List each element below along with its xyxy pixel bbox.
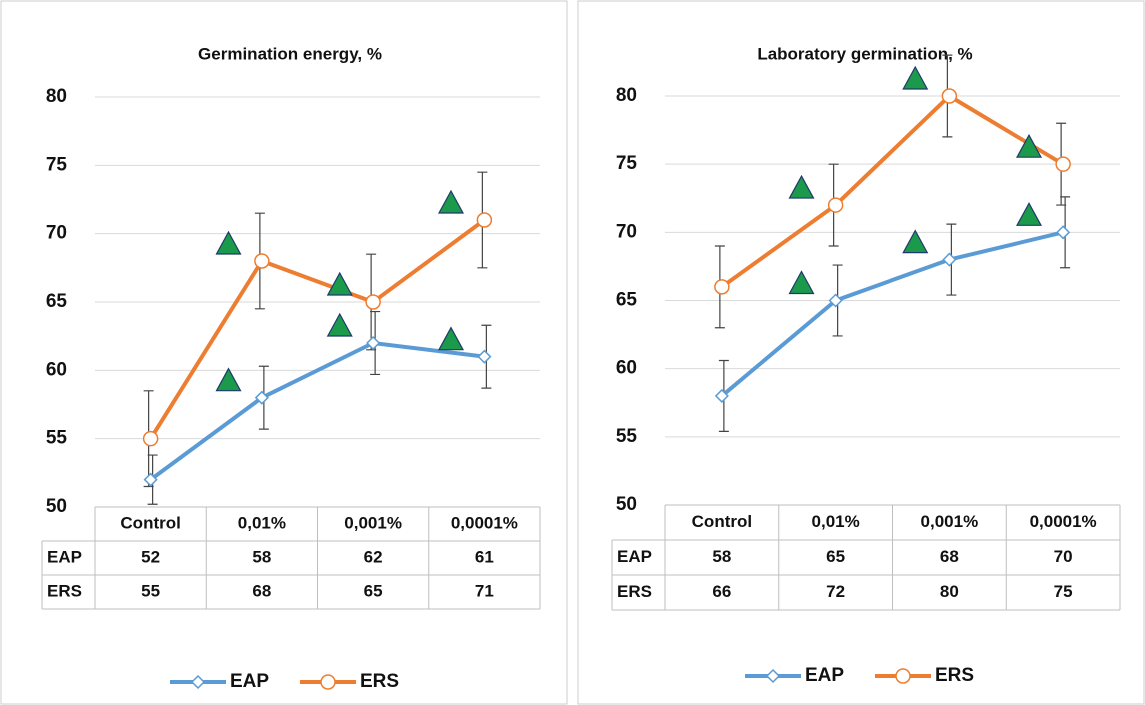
marker	[828, 293, 843, 308]
marker	[1056, 225, 1071, 240]
table-cell: 80	[940, 582, 959, 601]
significance-triangle	[788, 174, 815, 199]
table-cell: 61	[475, 547, 494, 566]
y-tick-label: 50	[46, 496, 67, 517]
table-cell: 75	[1054, 582, 1073, 601]
table-row-label: ERS	[617, 582, 652, 601]
series-line	[720, 94, 1065, 289]
marker	[142, 430, 159, 447]
significance-triangle	[437, 189, 465, 214]
table-cell: 55	[141, 581, 160, 600]
panel-border	[577, 0, 1145, 705]
table-cell: 70	[1054, 547, 1073, 566]
significance-triangle	[902, 65, 929, 90]
legend-marker	[895, 668, 911, 684]
significance-triangle	[326, 271, 353, 296]
y-tick-label: 60	[616, 358, 637, 379]
y-tick-label: 80	[46, 86, 67, 107]
table-cell: 65	[826, 547, 845, 566]
table-cell: 72	[826, 582, 845, 601]
table-cell: 58	[712, 547, 731, 566]
legend-marker	[190, 674, 206, 690]
x-tick-label: 0,001%	[344, 513, 402, 532]
x-tick-label: 0,001%	[921, 512, 979, 531]
marker	[365, 294, 381, 310]
x-tick-label: Control	[120, 513, 180, 532]
marker	[477, 349, 492, 364]
marker	[366, 335, 381, 351]
marker	[476, 212, 493, 228]
legend-marker	[320, 674, 336, 690]
y-tick-label: 55	[616, 426, 638, 447]
y-tick-label: 65	[46, 291, 68, 312]
marker	[941, 88, 958, 104]
table-cell: 66	[712, 582, 731, 601]
table-cell: 52	[141, 547, 160, 566]
significance-triangle	[215, 367, 242, 392]
marker	[714, 388, 729, 403]
table-cell: 68	[252, 581, 271, 600]
marker	[827, 197, 844, 213]
marker	[942, 252, 957, 267]
y-tick-label: 70	[46, 223, 67, 244]
y-tick-label: 50	[616, 494, 637, 515]
legend-label: EAP	[805, 665, 844, 686]
y-tick-label: 75	[616, 153, 638, 174]
table-row-label: EAP	[47, 547, 82, 566]
x-tick-label: Control	[692, 512, 752, 531]
series-line	[149, 341, 485, 482]
x-tick-label: 0,01%	[238, 513, 286, 532]
significance-triangle	[215, 230, 242, 255]
y-tick-label: 75	[46, 154, 68, 175]
series-line	[148, 218, 486, 440]
table-row-label: EAP	[617, 547, 652, 566]
x-tick-label: 0,0001%	[451, 513, 518, 532]
y-tick-label: 70	[616, 221, 637, 242]
legend-label: EAP	[230, 671, 269, 692]
x-tick-label: 0,0001%	[1030, 512, 1097, 531]
y-tick-label: 80	[616, 85, 637, 106]
y-tick-label: 60	[46, 359, 67, 380]
legend-label: ERS	[935, 665, 974, 686]
marker	[254, 253, 270, 269]
marker	[254, 390, 269, 405]
table-cell: 71	[475, 581, 494, 600]
x-tick-label: 0,01%	[812, 512, 860, 531]
legend-label: ERS	[360, 671, 399, 692]
y-tick-label: 65	[616, 290, 638, 311]
table-cell: 62	[364, 547, 383, 566]
marker	[143, 472, 158, 487]
significance-triangle	[1015, 202, 1043, 226]
marker	[714, 279, 730, 295]
table-row-label: ERS	[47, 581, 82, 600]
significance-triangle	[1015, 133, 1043, 158]
table-cell: 58	[252, 547, 271, 566]
chart-title: Germination energy, %	[198, 44, 382, 63]
series-line	[720, 230, 1064, 398]
significance-triangle	[437, 326, 465, 351]
table-cell: 68	[940, 547, 959, 566]
y-tick-label: 55	[46, 428, 68, 449]
significance-triangle	[902, 229, 929, 254]
significance-triangle	[788, 270, 815, 295]
chart-title: Laboratory germination, %	[757, 44, 972, 63]
legend-marker	[765, 668, 781, 684]
table-cell: 65	[364, 581, 383, 600]
significance-triangle	[326, 312, 353, 337]
marker	[1055, 156, 1071, 172]
